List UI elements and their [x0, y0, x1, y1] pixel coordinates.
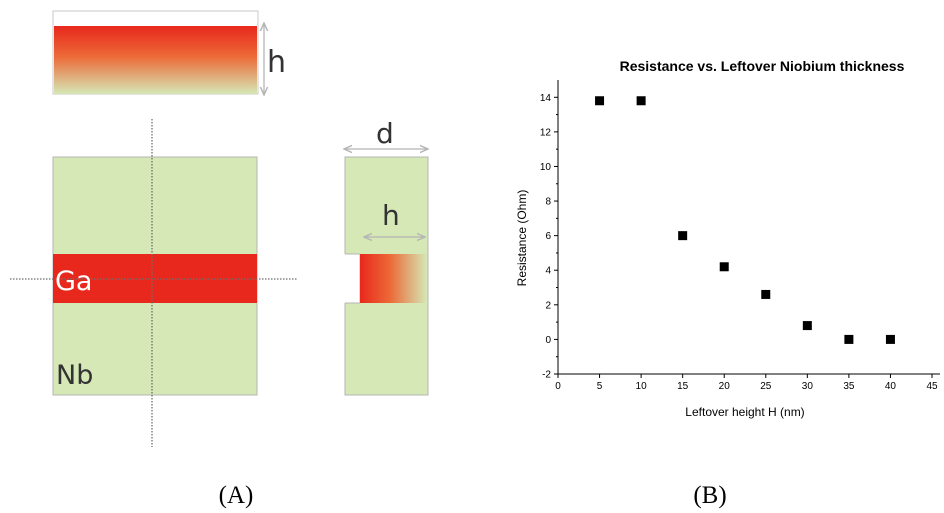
- data-point: [595, 96, 605, 106]
- y-tick-label: 8: [545, 197, 551, 208]
- x-tick-label: 20: [719, 381, 731, 392]
- data-point: [761, 289, 771, 299]
- y-tick-label: 2: [545, 300, 551, 311]
- ga-label: Ga: [55, 266, 92, 297]
- y-tick-label: 4: [545, 266, 551, 277]
- x-axis-ticks: 0 5 10 15 20 25 30 35 40 45: [555, 374, 938, 392]
- data-point: [719, 262, 729, 272]
- panel-b-chart: Resistance vs. Leftover Niobium thicknes…: [515, 58, 940, 419]
- y-tick-label: 6: [545, 231, 551, 242]
- side-notch: [344, 254, 360, 303]
- panel-a-caption: (A): [219, 482, 254, 509]
- top-strip-height-label: h: [267, 45, 286, 80]
- x-axis-label: Leftover height H (nm): [685, 405, 804, 419]
- x-tick-label: 35: [843, 381, 855, 392]
- data-point: [636, 96, 646, 106]
- side-width-label: d: [376, 117, 394, 150]
- panel-a-schematic: h Ga Nb d h: [10, 10, 428, 447]
- side-depth-label: h: [382, 199, 400, 232]
- top-strip-gradient: [54, 26, 257, 94]
- y-axis-label: Resistance (Ohm): [515, 190, 529, 287]
- x-tick-label: 30: [802, 381, 814, 392]
- x-tick-label: 0: [555, 381, 561, 392]
- x-tick-label: 10: [636, 381, 648, 392]
- x-tick-label: 5: [597, 381, 603, 392]
- panel-b-caption: (B): [693, 482, 726, 509]
- y-tick-label: -2: [542, 370, 551, 381]
- main-block: Ga Nb: [10, 119, 297, 447]
- y-axis-ticks: -2 0 2 4 6 8 10 12 14: [540, 93, 558, 381]
- data-point: [885, 334, 895, 344]
- nb-label: Nb: [56, 360, 93, 391]
- x-tick-label: 15: [677, 381, 689, 392]
- top-strip: h: [52, 10, 286, 95]
- side-ga-gradient: [360, 254, 427, 303]
- data-point: [844, 334, 854, 344]
- chart-title: Resistance vs. Leftover Niobium thicknes…: [620, 58, 905, 74]
- data-points: [595, 96, 895, 344]
- x-tick-label: 25: [760, 381, 772, 392]
- y-tick-label: 12: [540, 127, 552, 138]
- plot-frame: [557, 80, 940, 375]
- x-tick-label: 45: [926, 381, 938, 392]
- data-point: [802, 321, 812, 331]
- y-tick-label: 10: [540, 162, 552, 173]
- y-tick-label: 0: [545, 335, 551, 346]
- y-tick-label: 14: [540, 93, 552, 104]
- x-tick-label: 40: [885, 381, 897, 392]
- data-point: [678, 231, 688, 241]
- side-view: d h: [344, 117, 428, 396]
